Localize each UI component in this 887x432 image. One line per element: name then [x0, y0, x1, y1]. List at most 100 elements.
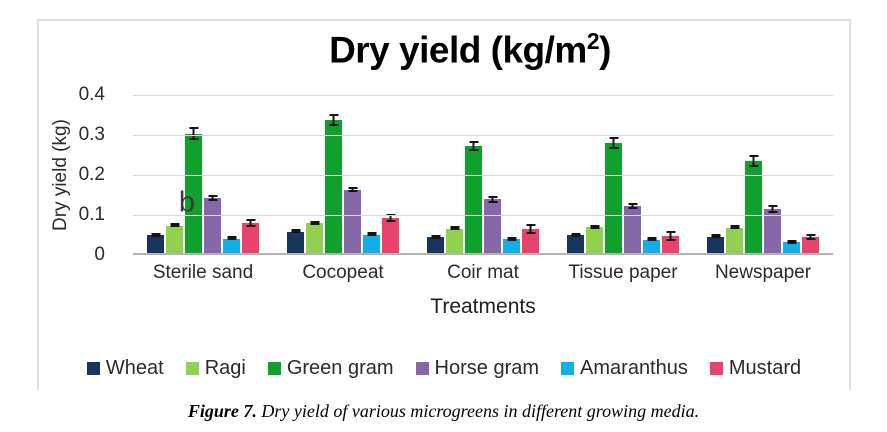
legend-item-green-gram: Green gram — [267, 357, 394, 380]
bar-group-cocopeat — [273, 95, 413, 253]
error-bar — [170, 223, 179, 228]
error-bar — [806, 233, 815, 241]
bar-green-gram — [605, 142, 622, 253]
bar-wheat — [287, 232, 304, 253]
error-bar — [711, 234, 720, 239]
bar-wheat — [427, 237, 444, 253]
bar-cell — [605, 95, 622, 253]
bar-ragi — [306, 223, 323, 253]
bar-cell — [325, 95, 342, 253]
bar-ragi — [726, 227, 743, 253]
x-axis-title: Treatments — [430, 295, 536, 318]
bar-group-tissue-paper — [553, 95, 693, 253]
x-category-label-coir-mat: Coir mat — [447, 262, 519, 283]
bar-groups-container — [133, 95, 833, 253]
bar-cell — [344, 95, 361, 253]
plot-area: b — [133, 95, 833, 255]
bar-cell — [802, 95, 819, 253]
bar-cell — [287, 95, 304, 253]
error-bar — [246, 219, 255, 227]
legend-swatch-icon — [415, 362, 429, 375]
bar-annotation-b: b — [178, 186, 196, 219]
bar-cell — [764, 95, 781, 253]
bar-cell — [223, 95, 240, 253]
error-bar — [507, 236, 516, 241]
bar-ragi — [166, 225, 183, 253]
chart-title-superscript: 2 — [586, 28, 600, 54]
bar-horse-gram — [344, 189, 361, 253]
error-bar — [431, 235, 440, 239]
bar-horse-gram — [204, 197, 221, 253]
bar-horse-gram — [624, 205, 641, 253]
error-bar — [310, 220, 319, 225]
bar-cell — [306, 95, 323, 253]
error-bar — [469, 140, 478, 151]
bar-cell — [707, 95, 724, 253]
bar-cell — [147, 95, 164, 253]
error-bar — [208, 194, 217, 201]
error-bar — [647, 237, 656, 242]
x-category-label-sterile-sand: Sterile sand — [152, 262, 254, 283]
gridline-y-0.2 — [133, 175, 833, 176]
y-tick-label: 0.2 — [78, 164, 105, 185]
bar-cell — [185, 95, 202, 253]
gridline-y-0.4 — [133, 95, 833, 96]
bar-cell — [204, 95, 221, 253]
bar-cell — [446, 95, 463, 253]
bar-cell — [427, 95, 444, 253]
bar-green-gram — [185, 133, 202, 253]
bar-cell — [726, 95, 743, 253]
figure-caption-text: Dry yield of various microgreens in diff… — [256, 401, 700, 421]
bar-cell — [586, 95, 603, 253]
figure-caption-label: Figure 7. — [187, 401, 257, 421]
legend-label: Green gram — [286, 357, 394, 379]
bar-group-sterile-sand — [133, 95, 273, 253]
x-axis-category-labels: Sterile sand Cocopeat Coir mat Tissue paper… — [133, 262, 833, 284]
x-category-label-tissue-paper: Tissue paper — [568, 262, 678, 283]
bar-ragi — [446, 229, 463, 253]
legend-swatch-icon — [86, 362, 100, 375]
bar-green-gram — [745, 161, 762, 253]
bar-group-coir-mat — [413, 95, 553, 253]
y-axis-ticks: 0 0.1 0.2 0.3 0.4 — [39, 84, 105, 265]
bar-horse-gram — [484, 199, 501, 253]
bar-wheat — [567, 235, 584, 253]
bar-green-gram — [325, 120, 342, 253]
bar-cell — [522, 95, 539, 253]
bar-cell — [643, 95, 660, 253]
error-bar — [749, 155, 758, 167]
bar-group-newspaper — [693, 95, 833, 253]
chart-title-suffix: ) — [599, 29, 611, 71]
bar-cell — [567, 95, 584, 253]
y-tick-label: 0.3 — [78, 124, 105, 145]
chart-legend: Wheat Ragi Green gram Horse gram Amaranthus M… — [39, 357, 849, 380]
bar-horse-gram — [764, 209, 781, 253]
error-bar — [450, 226, 459, 231]
bar-cell — [363, 95, 380, 253]
error-bar — [666, 231, 675, 241]
legend-item-horse-gram: Horse gram — [415, 357, 540, 380]
error-bar — [189, 127, 198, 141]
bar-mustard — [802, 237, 819, 253]
bar-cell — [745, 95, 762, 253]
error-bar — [768, 205, 777, 213]
error-bar — [151, 232, 160, 237]
bar-cell — [242, 95, 259, 253]
bar-cell — [166, 95, 183, 253]
legend-label: Wheat — [105, 357, 164, 379]
error-bar — [348, 187, 357, 193]
bar-mustard — [382, 217, 399, 253]
y-tick-label: 0.1 — [78, 204, 105, 225]
error-bar — [227, 236, 236, 241]
bar-mustard — [522, 229, 539, 253]
chart-frame: Dry yield (kg/m2) Dry yield (kg) 0 0.1 0.2… — [37, 19, 851, 390]
bar-amaranthus — [223, 239, 240, 253]
error-bar — [571, 232, 580, 237]
legend-label: Horse gram — [434, 357, 540, 379]
error-bar — [730, 224, 739, 229]
bar-amaranthus — [783, 242, 800, 253]
error-bar — [526, 223, 535, 235]
legend-label: Amaranthus — [580, 357, 688, 379]
legend-swatch-icon — [185, 362, 199, 375]
